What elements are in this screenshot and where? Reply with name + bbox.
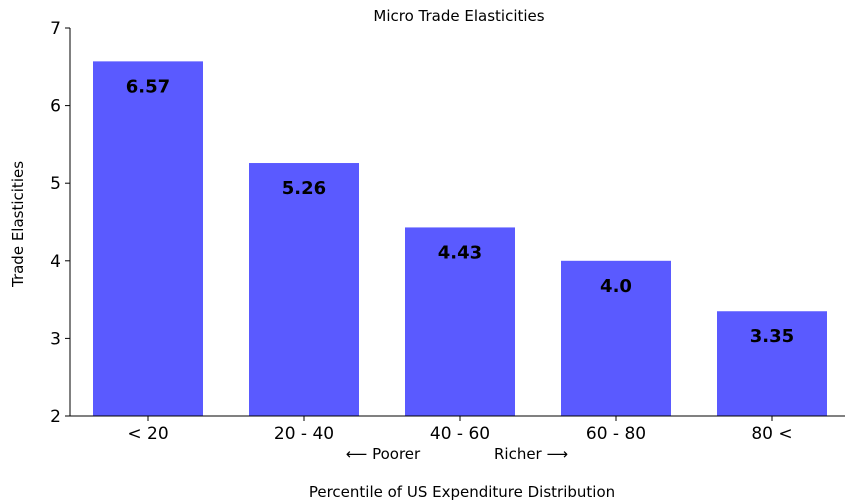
- y-axis-title: Trade Elasticities: [9, 161, 27, 288]
- bar-value-label: 4.43: [438, 242, 482, 263]
- bar: [249, 163, 359, 416]
- y-axis-ticks: 2 3 4 5 6 7: [50, 19, 70, 427]
- y-tick-label: 2: [50, 407, 61, 427]
- x-tick-label: < 20: [127, 424, 168, 444]
- y-tick-label: 4: [50, 252, 61, 272]
- bar-value-label: 4.0: [600, 276, 632, 297]
- poorer-annotation: ⟵ Poorer: [346, 445, 421, 463]
- chart-title: Micro Trade Elasticities: [373, 7, 544, 25]
- data-labels: 6.57 5.26 4.43 4.0 3.35: [126, 76, 794, 347]
- bar-value-label: 5.26: [282, 178, 326, 199]
- bar-value-label: 6.57: [126, 76, 170, 97]
- x-axis-ticks: < 20 20 - 40 40 - 60 60 - 80 80 <: [127, 416, 793, 444]
- x-tick-label: 40 - 60: [430, 424, 490, 444]
- x-axis-title: Percentile of US Expenditure Distributio…: [309, 483, 615, 500]
- x-tick-label: 80 <: [751, 424, 792, 444]
- bar-value-label: 3.35: [750, 326, 794, 347]
- bar: [717, 311, 827, 416]
- richer-annotation: Richer ⟶: [494, 445, 568, 463]
- bars: [93, 61, 827, 416]
- y-tick-label: 3: [50, 329, 61, 349]
- bar: [561, 260, 671, 416]
- bar: [405, 227, 515, 416]
- y-tick-label: 5: [50, 174, 61, 194]
- y-tick-label: 6: [50, 97, 61, 117]
- bar: [93, 61, 203, 416]
- y-tick-label: 7: [50, 19, 61, 39]
- x-tick-label: 60 - 80: [586, 424, 646, 444]
- x-tick-label: 20 - 40: [274, 424, 334, 444]
